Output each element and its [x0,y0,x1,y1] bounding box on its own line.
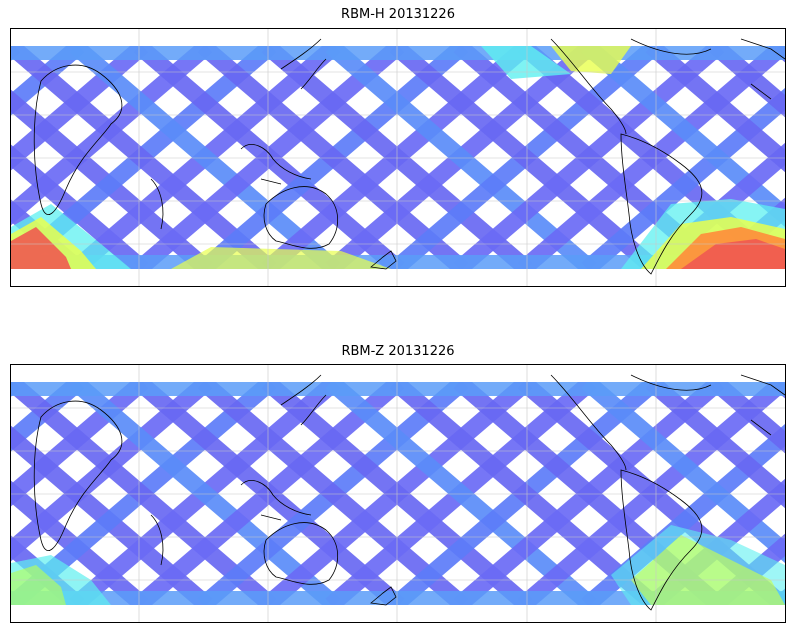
coastlines-layer [33,374,785,611]
south-america-coastline [620,133,703,275]
orbit-swath-descending [709,46,785,118]
hot-region-se-red [681,239,785,269]
north-overlap-band [11,382,785,396]
orbit-swath-descending [69,46,341,269]
orbit-swath-descending [133,382,405,605]
africa-coastline [33,400,123,552]
orbit-swath-descending [11,46,277,269]
orbit-swath-descending [11,144,149,269]
madagascar-coastline [150,514,164,566]
indonesia-coastline [240,144,312,185]
orbit-swath-descending [581,382,785,564]
africa-coastline [33,64,123,216]
hot-region-sw-green [11,565,66,605]
orbit-swaths-layer [11,46,785,269]
orbit-swaths-layer [11,382,785,605]
orbit-swath-descending [197,46,469,269]
europe-coastline [740,374,785,436]
south-america-coastline [620,469,703,611]
orbit-swath-descending [709,382,785,454]
map-panel-rbm-h [10,28,786,287]
map-canvas-rbm-h [11,29,785,286]
north-america-coastline [550,374,712,471]
hot-region-south-yellow [171,247,391,269]
orbit-swath-descending [11,480,149,605]
orbit-swath-descending [389,382,661,605]
new-zealand-coastline [370,586,397,606]
madagascar-coastline [150,178,164,230]
orbit-swath-descending [389,46,661,269]
orbit-swath-ascending [11,46,85,116]
orbit-swath-descending [11,425,213,605]
east-asia-coastline [280,38,327,90]
map-panel-rbm-z [10,364,786,623]
hot-region-npac-yellow [551,46,631,74]
east-asia-coastline [280,374,327,426]
orbit-swath-descending [645,46,785,173]
orbit-swath-ascending [11,382,85,452]
orbit-swath-descending [11,382,277,605]
orbit-swath-descending [581,46,785,228]
north-america-coastline [550,38,712,135]
orbit-swath-descending [197,382,469,605]
north-overlap-band [11,46,785,60]
hot-region-npac-cyan [481,46,571,79]
orbit-swath-descending [325,382,597,605]
australia-coastline [263,186,339,249]
coastlines-layer [33,38,785,275]
orbit-swath-descending [645,382,785,509]
panel-title-rbm-z: RBM-Z 20131226 [341,344,455,359]
orbit-swath-descending [69,382,341,605]
orbit-swath-descending [11,89,213,269]
orbit-swath-descending [133,46,405,269]
panel-title-rbm-h: RBM-H 20131226 [341,7,455,22]
new-zealand-coastline [370,250,397,270]
south-overlap-band [11,591,785,605]
australia-coastline [263,522,339,585]
indonesia-coastline [240,480,312,521]
gridlines-layer [11,29,785,286]
gridlines-layer [11,365,785,622]
europe-coastline [740,38,785,100]
hot-region-satl-green [631,535,785,605]
orbit-swath-descending [325,46,597,269]
map-canvas-rbm-z [11,365,785,622]
hot-region-sw-red [11,227,71,269]
